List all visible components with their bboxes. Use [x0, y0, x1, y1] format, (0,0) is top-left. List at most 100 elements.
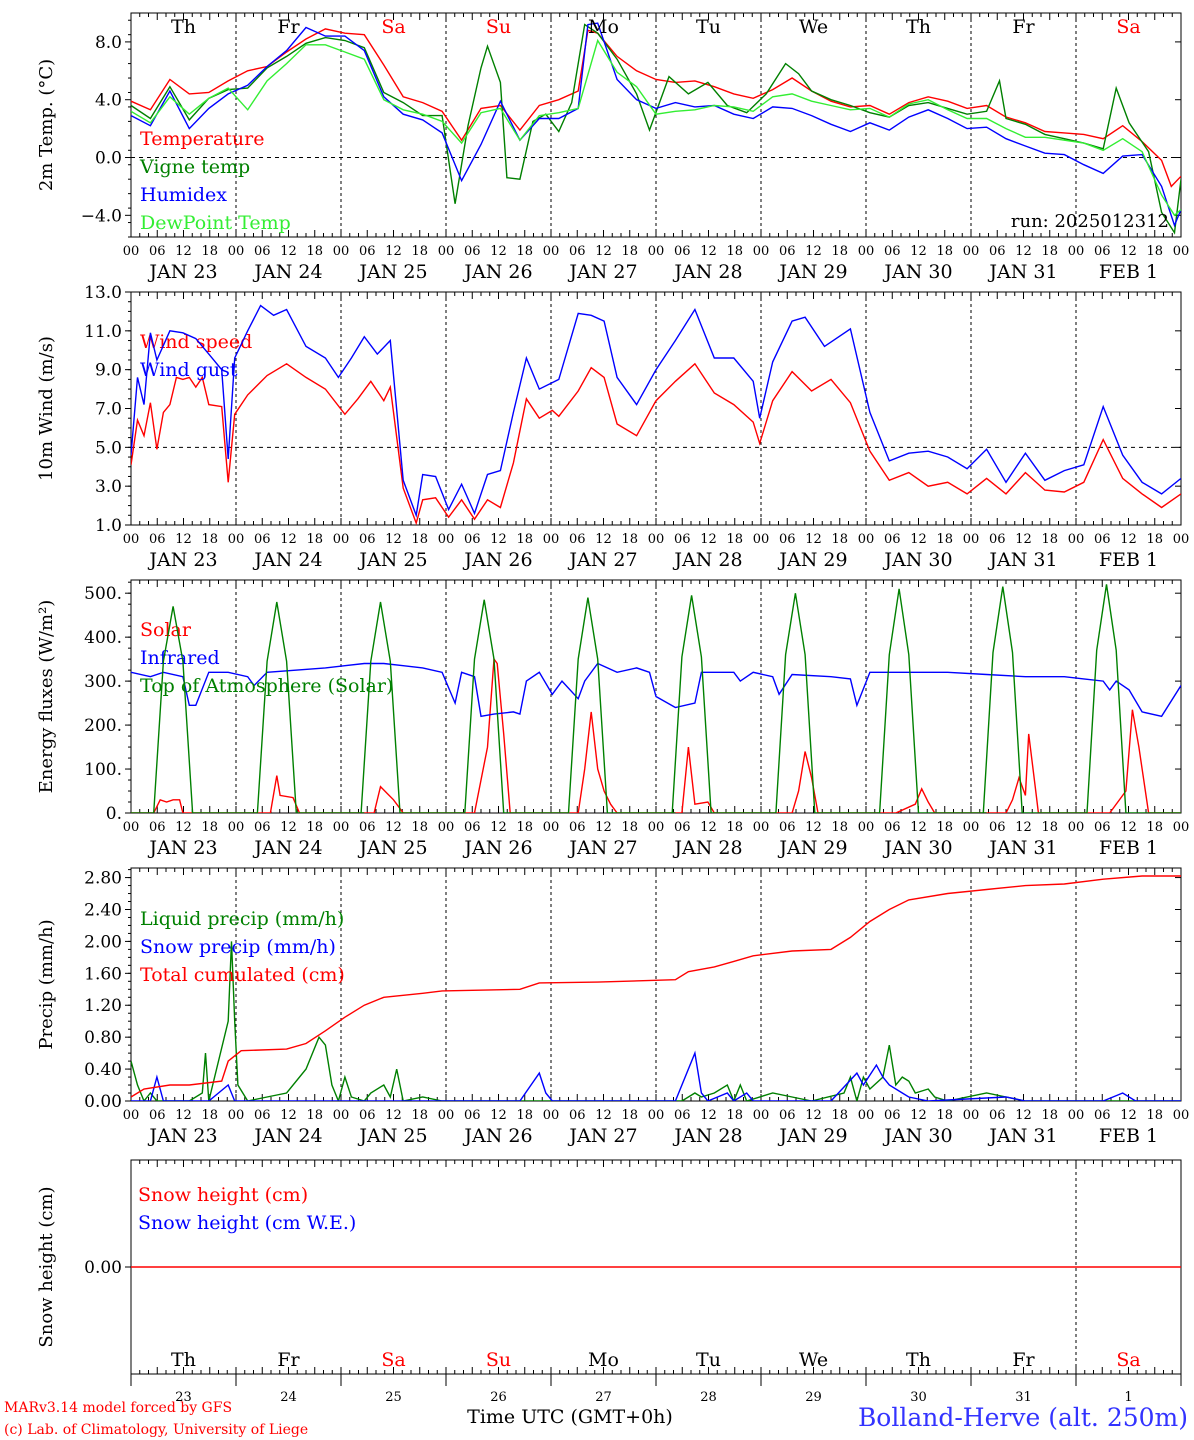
hour-label: 06: [569, 1108, 586, 1123]
hour-label: 06: [359, 532, 376, 547]
hour-label: 00: [963, 1108, 980, 1123]
y-tick-label: 9.0: [95, 361, 122, 381]
hour-label: 18: [516, 244, 533, 259]
weekday-label-bottom: Fr: [1012, 1349, 1035, 1371]
hour-label: 06: [884, 820, 901, 835]
hour-label: 06: [779, 244, 796, 259]
series-line-total-cumulated-cm-: [131, 875, 1181, 1098]
series-line-top-of-atmosphere-solar-: [131, 584, 1181, 813]
date-label: JAN 23: [147, 1125, 217, 1147]
date-label: JAN 25: [357, 261, 427, 283]
date-label: JAN 31: [987, 1125, 1057, 1147]
hour-label: 12: [385, 244, 402, 259]
y-tick-label: 2.40: [84, 900, 122, 920]
hour-label: 18: [1041, 244, 1058, 259]
hour-label: 06: [779, 1108, 796, 1123]
date-label: JAN 28: [672, 549, 742, 571]
date-label: JAN 27: [567, 837, 637, 859]
hour-label: 06: [149, 532, 166, 547]
legend-entry: Snow precip (mm/h): [140, 936, 336, 958]
y-tick-label: 8.0: [95, 33, 122, 53]
date-label: JAN 31: [987, 549, 1057, 571]
y-tick-label: 0.0: [95, 149, 122, 169]
x-axis-title: Time UTC (GMT+0h): [467, 1406, 673, 1428]
hour-label: 00: [1068, 1108, 1085, 1123]
date-label: JAN 29: [777, 261, 847, 283]
legend-entry: Solar: [140, 619, 192, 641]
y-axis-label: 10m Wind (m/s): [36, 336, 57, 481]
hour-label: 06: [464, 820, 481, 835]
hour-label: 18: [516, 820, 533, 835]
run-annotation: run: 2025012312: [1011, 211, 1169, 232]
y-tick-label: 2.80: [84, 869, 122, 889]
plot-frame: [130, 12, 1182, 238]
hour-label: 12: [595, 820, 612, 835]
y-tick-label: 0.00: [84, 1258, 122, 1278]
hour-label: 06: [254, 532, 271, 547]
weekday-label: Fr: [1012, 16, 1035, 38]
hour-label: 12: [490, 820, 507, 835]
series-line-wind-gust: [131, 304, 1181, 519]
legend-entry: Infrared: [140, 647, 220, 669]
series-line-humidex: [131, 22, 1181, 228]
hour-label: 06: [464, 532, 481, 547]
hour-label: 00: [858, 820, 875, 835]
date-label: JAN 25: [357, 1125, 427, 1147]
hour-label: 12: [805, 532, 822, 547]
date-label: JAN 30: [882, 549, 952, 571]
hour-label: 06: [989, 1108, 1006, 1123]
hour-label: 00: [228, 244, 245, 259]
legend-entry: Humidex: [140, 184, 227, 206]
hour-label: 00: [753, 532, 770, 547]
hour-label: 00: [438, 244, 455, 259]
day-number-label: 23: [175, 1390, 192, 1405]
hour-label: 18: [201, 244, 218, 259]
weekday-label-bottom: Sa: [381, 1349, 405, 1371]
date-label: JAN 26: [462, 549, 532, 571]
hour-label: 12: [595, 244, 612, 259]
hour-label: 12: [1120, 532, 1137, 547]
hour-label: 18: [516, 1108, 533, 1123]
date-label: JAN 23: [147, 837, 217, 859]
date-label: JAN 23: [147, 261, 217, 283]
hour-label: 12: [280, 820, 297, 835]
y-tick-label: 1.60: [84, 964, 122, 984]
hour-label: 00: [1173, 532, 1190, 547]
series-line-snow-precip-mm-h-: [131, 1050, 1181, 1101]
hour-label: 18: [936, 532, 953, 547]
hour-label: 00: [333, 244, 350, 259]
date-label: JAN 31: [987, 261, 1057, 283]
hour-label: 00: [228, 532, 245, 547]
date-label: FEB 1: [1099, 1125, 1158, 1147]
hour-label: 18: [936, 1108, 953, 1123]
hour-label: 18: [1041, 820, 1058, 835]
hour-label: 18: [831, 1108, 848, 1123]
y-tick-label: 7.0: [95, 400, 122, 420]
hour-label: 12: [175, 820, 192, 835]
hour-label: 18: [726, 244, 743, 259]
weekday-label: Sa: [381, 16, 405, 38]
date-label: FEB 1: [1099, 549, 1158, 571]
y-tick-label: 300.: [84, 672, 122, 692]
hour-label: 18: [411, 820, 428, 835]
date-label: JAN 28: [672, 1125, 742, 1147]
hour-label: 12: [700, 244, 717, 259]
hour-label: 06: [1094, 532, 1111, 547]
hour-label: 12: [490, 532, 507, 547]
hour-label: 12: [1120, 244, 1137, 259]
hour-label: 18: [306, 1108, 323, 1123]
day-number-label: 1: [1124, 1390, 1132, 1405]
date-label: FEB 1: [1099, 261, 1158, 283]
hour-label: 18: [621, 1108, 638, 1123]
hour-label: 18: [201, 820, 218, 835]
series-line-vigne-temp: [131, 23, 1181, 235]
y-tick-label: 200.: [84, 716, 122, 736]
panel-1: −4.0 0.0 4.0 8.0 2m Temp. (°C) Temperature Vig…: [36, 12, 1189, 283]
weekday-label-bottom: Tu: [696, 1349, 721, 1371]
hour-label: 12: [385, 820, 402, 835]
hour-label: 06: [779, 532, 796, 547]
hour-label: 00: [858, 244, 875, 259]
hour-label: 18: [726, 1108, 743, 1123]
hour-label: 18: [621, 244, 638, 259]
hour-label: 12: [280, 244, 297, 259]
